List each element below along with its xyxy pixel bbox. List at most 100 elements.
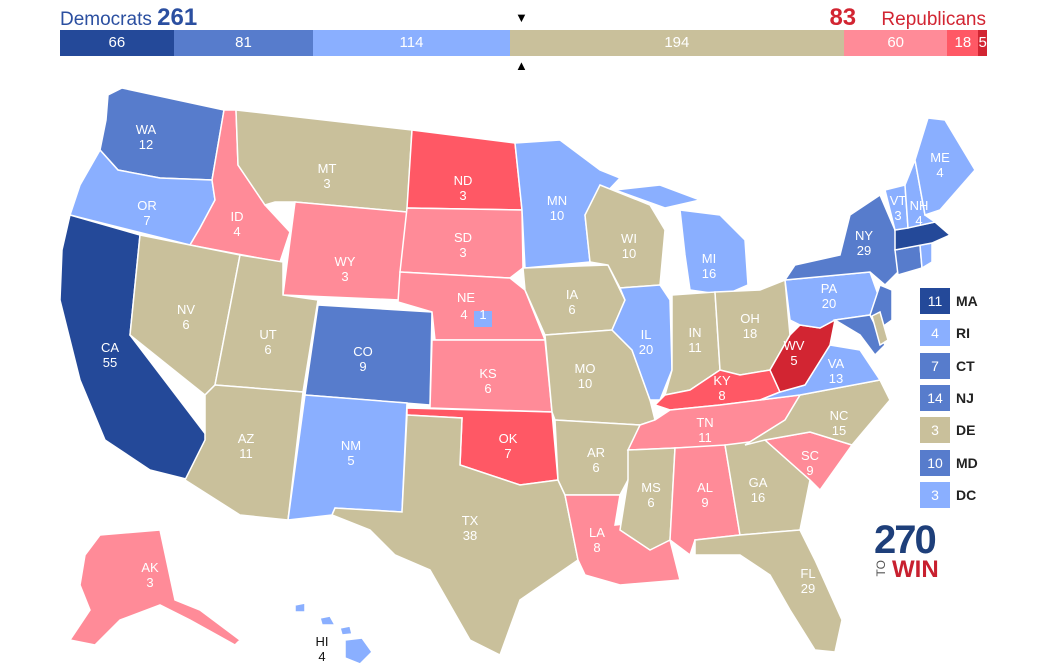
270towin-logo[interactable]: 270 TO WIN xyxy=(874,520,939,583)
state-label-la: LA xyxy=(589,525,605,540)
bar-segment: 114 xyxy=(313,30,510,56)
legend-item-ct[interactable]: 7 CT xyxy=(920,352,975,379)
bar-segment: 5 xyxy=(978,30,987,56)
state-de[interactable] xyxy=(871,310,889,347)
ne2-district-badge[interactable] xyxy=(474,311,492,327)
state-label-wy: WY xyxy=(335,254,356,269)
state-ev-ne: 4 xyxy=(460,307,467,322)
state-label-nm: NM xyxy=(341,438,361,453)
state-ev-ms: 6 xyxy=(647,495,654,510)
state-ev-ar: 6 xyxy=(592,460,599,475)
legend-item-ma[interactable]: 11 MA xyxy=(920,288,978,314)
bar-segment: 194 xyxy=(509,30,844,56)
state-ev-la: 8 xyxy=(593,540,600,555)
state-me[interactable] xyxy=(914,117,976,216)
state-ri[interactable] xyxy=(919,242,933,270)
state-ev-pa: 20 xyxy=(822,296,836,311)
state-ev-oh: 18 xyxy=(743,326,757,341)
state-ev-wy: 3 xyxy=(341,269,348,284)
state-ev-or: 7 xyxy=(143,213,150,228)
state-az[interactable] xyxy=(184,384,304,521)
state-ev-co: 9 xyxy=(359,359,366,374)
state-label-ny: NY xyxy=(855,228,873,243)
legend-item-dc[interactable]: 3 DC xyxy=(920,481,976,508)
state-ak[interactable] xyxy=(68,529,242,646)
state-ev-ak: 3 xyxy=(146,575,153,590)
state-label-oh: OH xyxy=(740,311,760,326)
state-mi[interactable] xyxy=(614,184,749,296)
state-wy[interactable] xyxy=(282,201,408,301)
state-label-nv: NV xyxy=(177,302,195,317)
republicans-label: Republicans xyxy=(881,9,986,30)
state-label-pa: PA xyxy=(821,281,838,296)
state-ev-nc: 15 xyxy=(832,423,846,438)
state-label-tn: TN xyxy=(696,415,713,430)
state-label-mn: MN xyxy=(547,193,567,208)
state-fl[interactable] xyxy=(694,529,843,653)
state-label-in: IN xyxy=(689,325,702,340)
state-label-co: CO xyxy=(353,344,373,359)
state-label-wi: WI xyxy=(621,231,637,246)
legend-item-de[interactable]: 3 DE xyxy=(920,417,976,444)
state-la[interactable] xyxy=(564,494,681,586)
state-ev-va: 13 xyxy=(829,371,843,386)
state-label-nd: ND xyxy=(454,173,473,188)
state-label-ca: CA xyxy=(101,340,119,355)
legend-item-nj[interactable]: 14 NJ xyxy=(920,384,974,411)
state-label-ks: KS xyxy=(479,366,497,381)
legend-item-ri[interactable]: 4 RI xyxy=(920,320,970,347)
state-label-tx: TX xyxy=(462,513,479,528)
state-label-me: ME xyxy=(930,150,950,165)
state-ev-mo: 10 xyxy=(578,376,592,391)
state-ev-mn: 10 xyxy=(550,208,564,223)
state-label-ne: NE xyxy=(457,290,475,305)
state-label-az: AZ xyxy=(238,431,255,446)
legend-state-name: DE xyxy=(956,422,976,439)
legend-item-md[interactable]: 10 MD xyxy=(920,449,978,476)
state-ev-tx: 38 xyxy=(463,528,477,543)
state-label-sd: SD xyxy=(454,230,472,245)
legend-state-name: NJ xyxy=(956,389,974,406)
state-ev-nv: 6 xyxy=(182,317,189,332)
state-ev-sd: 3 xyxy=(459,245,466,260)
state-label-ut: UT xyxy=(259,327,276,342)
legend-ev-box: 10 xyxy=(920,449,950,476)
state-ev-il: 20 xyxy=(639,342,653,357)
state-ev-ga: 16 xyxy=(751,490,765,505)
state-ev-nd: 3 xyxy=(459,188,466,203)
state-nh[interactable] xyxy=(904,157,937,229)
state-label-hi: HI xyxy=(316,634,329,649)
republicans-total: 83 xyxy=(829,4,857,31)
state-sd[interactable] xyxy=(399,207,524,279)
state-label-id: ID xyxy=(231,209,244,224)
state-ev-az: 11 xyxy=(239,446,253,461)
state-label-ms: MS xyxy=(641,480,661,495)
bar-segment: 60 xyxy=(843,30,948,56)
republicans-header: 83 Republicans xyxy=(829,4,986,31)
legend-ev-box: 11 xyxy=(920,288,950,314)
state-ev-ny: 29 xyxy=(857,243,871,258)
legend-state-name: MD xyxy=(956,454,978,471)
state-ev-ut: 6 xyxy=(264,342,271,357)
legend-ev-box: 4 xyxy=(920,320,950,347)
state-ev-nm: 5 xyxy=(347,453,354,468)
state-label-ky: KY xyxy=(713,373,731,388)
state-il[interactable] xyxy=(611,284,673,401)
state-label-il: IL xyxy=(641,327,652,342)
state-label-ar: AR xyxy=(587,445,605,460)
state-hi[interactable] xyxy=(294,602,373,665)
state-ev-id: 4 xyxy=(233,224,240,239)
state-label-mo: MO xyxy=(575,361,596,376)
state-ev-vt: 3 xyxy=(894,208,901,223)
state-wa[interactable] xyxy=(99,87,225,181)
state-ny[interactable] xyxy=(783,193,901,287)
legend-ev-box: 3 xyxy=(920,481,950,508)
state-label-ia: IA xyxy=(566,287,579,302)
state-md[interactable] xyxy=(832,314,886,357)
state-tx[interactable] xyxy=(331,414,579,657)
state-ev-ok: 7 xyxy=(504,446,511,461)
majority-marker-down-icon: ▼ xyxy=(515,10,528,25)
ne2-ev: 1 xyxy=(479,307,486,322)
electoral-vote-bar: 66 81 114 194 60 18 5 xyxy=(60,30,987,56)
